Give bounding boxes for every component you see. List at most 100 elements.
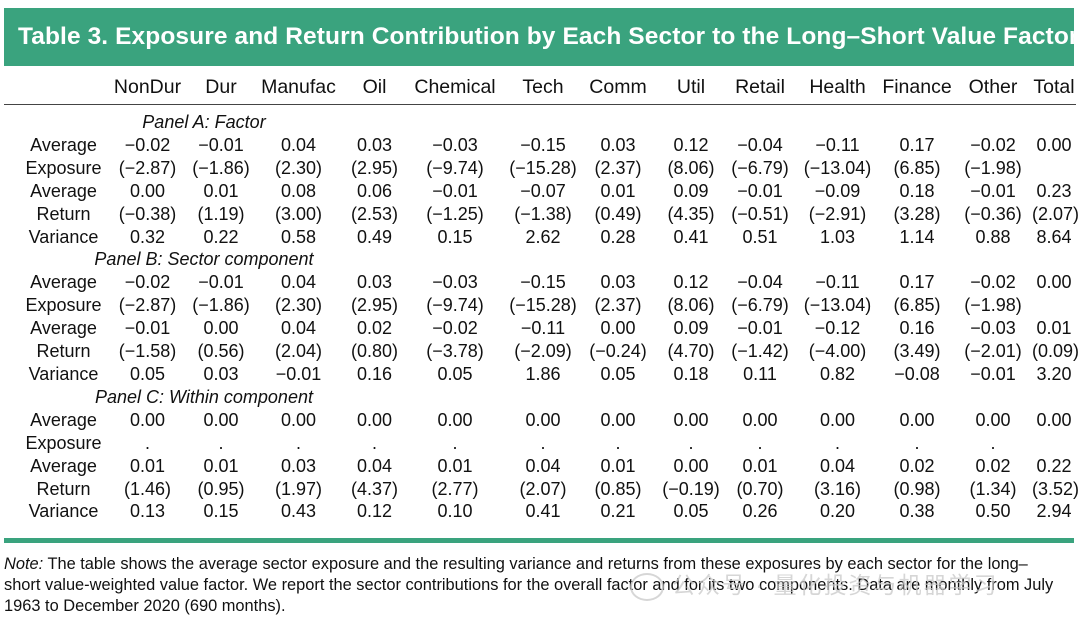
table-title-bar: Table 3. Exposure and Return Contributio… bbox=[4, 8, 1078, 66]
table-cell: 0.16 bbox=[899, 318, 935, 339]
table-cell: (0.49) bbox=[594, 203, 642, 224]
watermark: 公众号 · 量化投资与机器学习 bbox=[630, 566, 998, 601]
table-cell: 0.03 bbox=[356, 272, 393, 293]
table-cell: (−2.87) bbox=[118, 295, 177, 316]
table-cell: −0.01 bbox=[737, 318, 783, 339]
table-cell: 0.13 bbox=[129, 501, 166, 522]
table-cell: (−1.42) bbox=[731, 341, 789, 362]
table-cell: (−13.04) bbox=[803, 157, 872, 178]
table-cell bbox=[1032, 432, 1076, 455]
row-label: Exposure bbox=[25, 157, 102, 178]
table-cell: 0.00 bbox=[673, 409, 709, 430]
table-cell: (0.80) bbox=[350, 341, 399, 362]
table-row: Exposure (−2.87) (−1.86) (2.30) (2.95) (−9.74… bbox=[4, 157, 1076, 180]
column-header: Finance bbox=[880, 70, 954, 105]
table-cell: . bbox=[540, 432, 546, 453]
table-cell: (0.70) bbox=[736, 478, 784, 499]
table-cell: (4.37) bbox=[350, 478, 399, 499]
table-cell: 0.00 bbox=[437, 409, 473, 430]
table-cell: (−1.25) bbox=[426, 203, 484, 224]
panel-header-row: Panel B: Sector component bbox=[4, 248, 1076, 271]
table-cell: −0.01 bbox=[124, 318, 171, 339]
panel-header-row: Panel A: Factor bbox=[4, 111, 1076, 134]
table-cell: 0.00 bbox=[203, 318, 239, 339]
column-header: Oil bbox=[346, 70, 403, 105]
data-table: NonDur Dur Manufac Oil Chemical Tech Comm Util R… bbox=[4, 70, 1080, 523]
table-cell: (−2.09) bbox=[514, 341, 572, 362]
table-cell: (6.85) bbox=[893, 157, 941, 178]
table-cell: (3.16) bbox=[813, 478, 862, 499]
table-cell: (−1.58) bbox=[118, 341, 177, 362]
table-cell: 0.22 bbox=[1036, 455, 1072, 476]
column-header: Total bbox=[1032, 70, 1076, 105]
table-cell: −0.02 bbox=[124, 134, 171, 155]
table-cell: 0.03 bbox=[203, 363, 239, 384]
table-cell: −0.03 bbox=[432, 272, 478, 293]
table-cell: (2.77) bbox=[431, 478, 479, 499]
header-row: NonDur Dur Manufac Oil Chemical Tech Comm Util R… bbox=[4, 70, 1076, 105]
table-cell: 0.00 bbox=[899, 409, 935, 430]
table-row: Average −0.02 −0.01 0.04 0.03 −0.03 −0.15 0.03 0… bbox=[4, 134, 1076, 157]
table-cell: 0.10 bbox=[437, 501, 473, 522]
row-label: Exposure bbox=[25, 295, 102, 316]
table-cell: (−1.38) bbox=[514, 203, 572, 224]
table-cell: 0.02 bbox=[899, 455, 935, 476]
table-cell: 0.01 bbox=[437, 455, 473, 476]
table-cell: (3.52) bbox=[1032, 478, 1080, 499]
table-cell: 0.03 bbox=[600, 134, 636, 155]
table-row: Average −0.01 0.00 0.04 0.02 −0.02 −0.11 0.00 0.… bbox=[4, 317, 1076, 340]
table-cell: 0.00 bbox=[975, 409, 1011, 430]
table-cell: −0.04 bbox=[737, 272, 783, 293]
table-cell: 0.32 bbox=[129, 226, 166, 247]
table-cell: 0.26 bbox=[742, 501, 778, 522]
table-cell: (2.04) bbox=[274, 341, 323, 362]
table-cell: 0.06 bbox=[356, 180, 393, 201]
table-cell: (0.09) bbox=[1032, 341, 1080, 362]
table-cell: −0.15 bbox=[520, 134, 566, 155]
table-cell: (2.95) bbox=[350, 295, 399, 316]
table-cell bbox=[1032, 157, 1076, 180]
column-header: Other bbox=[954, 70, 1032, 105]
table-cell: 0.09 bbox=[673, 318, 709, 339]
row-label: Average bbox=[30, 272, 97, 293]
table-cell: 0.01 bbox=[129, 455, 166, 476]
table-cell: (−1.86) bbox=[192, 157, 250, 178]
table-cell: 0.00 bbox=[742, 409, 778, 430]
table-cell: 1.03 bbox=[819, 226, 856, 247]
table-cell: (1.97) bbox=[274, 478, 323, 499]
table-row: Return (1.46) (0.95) (1.97) (4.37) (2.77) (2.0… bbox=[4, 478, 1080, 501]
table-cell: 0.00 bbox=[525, 409, 561, 430]
table-cell: 0.17 bbox=[899, 272, 935, 293]
table-cell: (−6.79) bbox=[731, 157, 789, 178]
table-cell: 0.18 bbox=[673, 363, 709, 384]
table-cell: 0.01 bbox=[1036, 318, 1072, 339]
table-cell: −0.01 bbox=[970, 180, 1016, 201]
note-label: Note: bbox=[4, 555, 44, 573]
table-cell: 0.08 bbox=[280, 180, 317, 201]
table-cell: 0.00 bbox=[1036, 134, 1072, 155]
table-cell: . bbox=[218, 432, 224, 453]
panel-label: Panel B: Sector component bbox=[94, 249, 314, 270]
table-cell: 0.18 bbox=[899, 180, 935, 201]
table-cell: . bbox=[688, 432, 694, 453]
table-cell: 0.00 bbox=[819, 409, 856, 430]
table-cell: 0.41 bbox=[525, 501, 561, 522]
panel-label: Panel C: Within component bbox=[95, 386, 313, 407]
table-cell: (−9.74) bbox=[426, 295, 484, 316]
table-cell: 0.01 bbox=[600, 455, 636, 476]
table-cell: −0.02 bbox=[124, 272, 171, 293]
table-cell: . bbox=[990, 432, 996, 453]
table-cell: . bbox=[452, 432, 458, 453]
table-cell: . bbox=[757, 432, 763, 453]
table-cell: (−1.98) bbox=[964, 295, 1022, 316]
table-cell: 0.12 bbox=[356, 501, 393, 522]
table-cell: −0.02 bbox=[970, 272, 1016, 293]
table-cell: 0.00 bbox=[1036, 409, 1072, 430]
table-cell: 0.09 bbox=[673, 180, 709, 201]
column-header: NonDur bbox=[104, 70, 191, 105]
table-cell: 0.00 bbox=[203, 409, 239, 430]
table-cell: 0.12 bbox=[673, 272, 709, 293]
table-row: Average 0.00 0.01 0.08 0.06 −0.01 −0.07 0.01 0.0… bbox=[4, 180, 1076, 203]
table-cell: (3.28) bbox=[893, 203, 941, 224]
table-cell: −0.07 bbox=[520, 180, 566, 201]
